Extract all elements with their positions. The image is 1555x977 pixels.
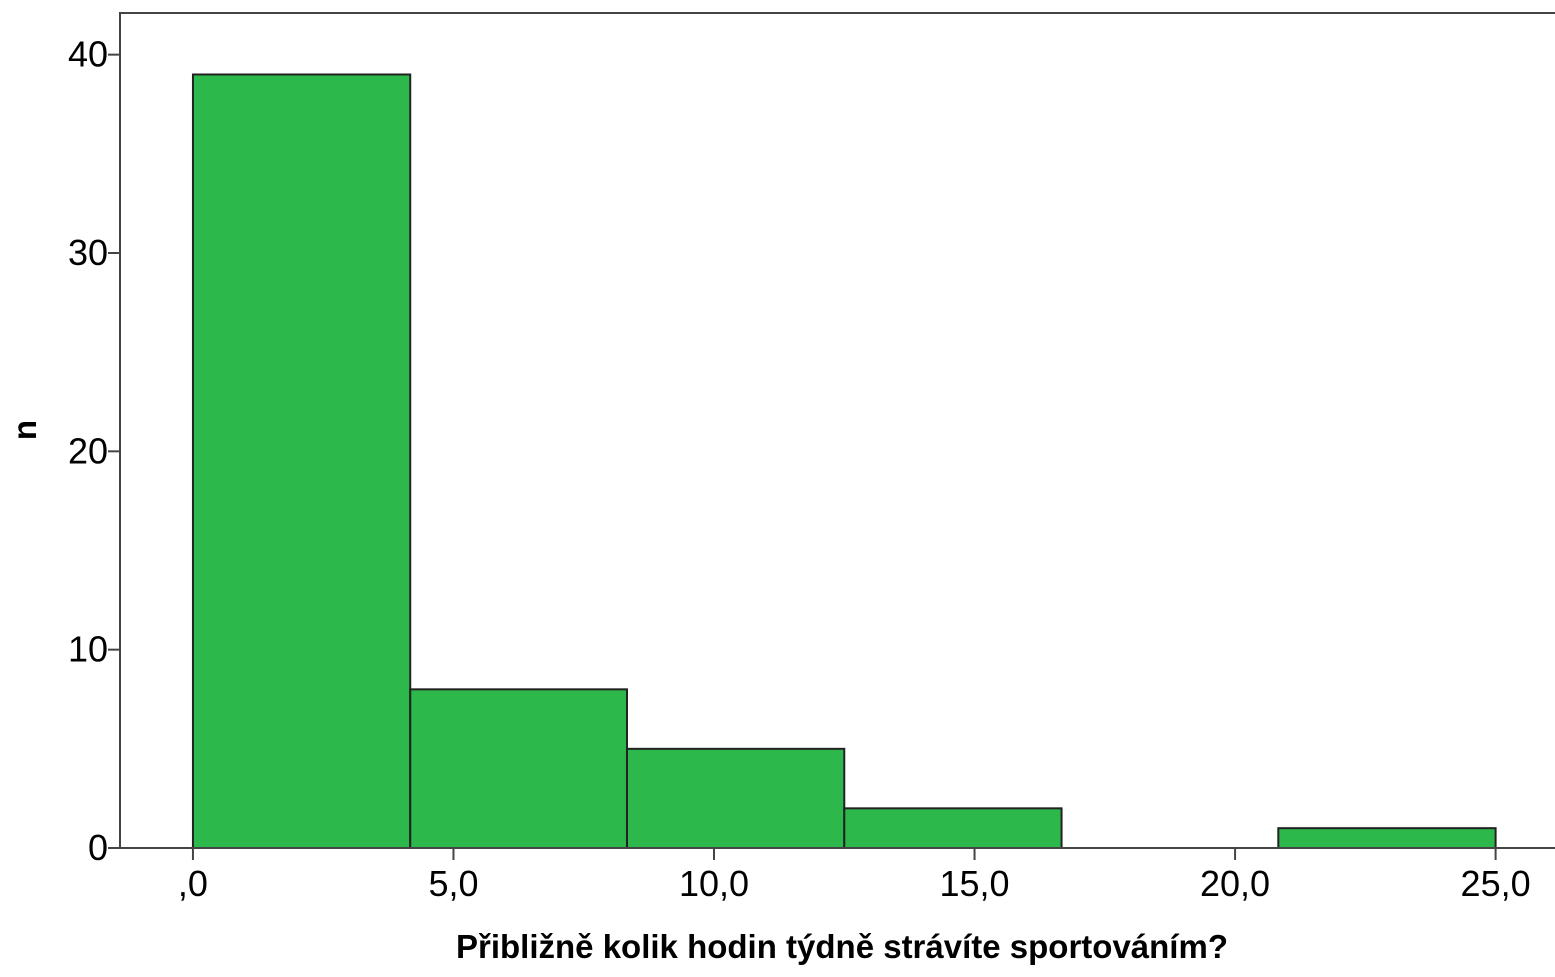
x-tick-label: 25,0 bbox=[1461, 863, 1531, 904]
y-axis-title: n bbox=[6, 420, 43, 440]
bar bbox=[191, 73, 412, 849]
y-tick-label: 30 bbox=[68, 232, 108, 273]
x-tick-label: 5,0 bbox=[428, 863, 478, 904]
x-tick-label: ,0 bbox=[178, 863, 208, 904]
bar bbox=[843, 807, 1063, 849]
bar bbox=[1277, 827, 1497, 849]
y-tick-label: 0 bbox=[88, 827, 108, 868]
y-tick-label: 20 bbox=[68, 430, 108, 471]
x-tick-label: 20,0 bbox=[1200, 863, 1270, 904]
bar bbox=[409, 688, 628, 849]
x-tick-label: 10,0 bbox=[679, 863, 749, 904]
y-tick-label: 40 bbox=[68, 34, 108, 75]
x-tick-label: 15,0 bbox=[939, 863, 1009, 904]
x-axis-title: Přibližně kolik hodin týdně strávíte spo… bbox=[456, 928, 1228, 965]
y-tick-label: 10 bbox=[68, 629, 108, 670]
bar bbox=[625, 747, 846, 850]
